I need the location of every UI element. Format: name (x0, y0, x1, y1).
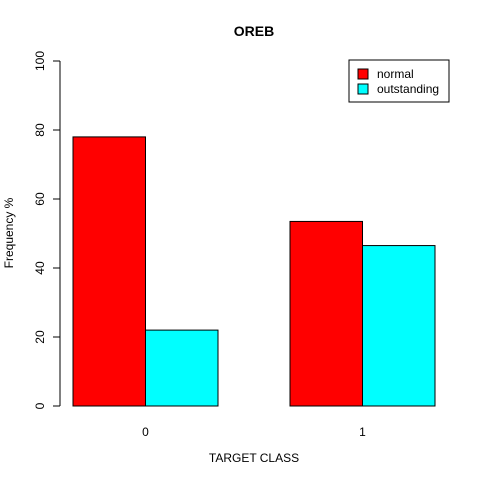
legend-box (348, 59, 450, 103)
y-axis-label: Frequency % (2, 197, 16, 268)
y-tick-label: 40 (33, 261, 47, 275)
y-tick-label: 20 (33, 330, 47, 344)
legend-label-normal: normal (377, 67, 414, 81)
legend-swatch-outstanding (357, 83, 369, 95)
bar-normal-0 (72, 136, 146, 407)
x-axis-label: TARGET CLASS (209, 451, 299, 465)
x-tick-label: 1 (359, 425, 366, 439)
bars-group (72, 136, 436, 407)
legend-label-outstanding: outstanding (377, 82, 439, 96)
bar-outstanding-0 (145, 329, 219, 407)
x-tick-label: 0 (142, 425, 149, 439)
y-tick-label: 60 (33, 192, 47, 206)
bar-outstanding-1 (362, 245, 436, 407)
bar-normal-1 (289, 220, 363, 407)
y-tick-label: 0 (33, 402, 47, 409)
chart-title: OREB (234, 23, 274, 39)
y-tick-label: 100 (33, 51, 47, 71)
y-tick-label: 80 (33, 123, 47, 137)
y-axis: 0 20 40 60 80 100 (33, 51, 61, 409)
legend-swatch-normal (357, 68, 369, 80)
